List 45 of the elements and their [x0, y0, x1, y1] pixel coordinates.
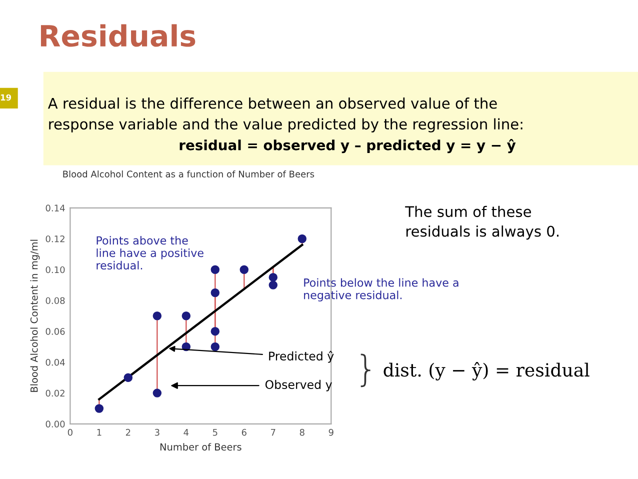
- text: The sum of these residuals is always 0.: [405, 206, 558, 240]
- x-tick-label: 8: [300, 428, 304, 436]
- chart-subtitle: Blood Alcohol Content as a function of Number of Beers: [63, 170, 314, 178]
- annotation: Observed y: [265, 380, 332, 392]
- point: [152, 388, 162, 398]
- x-tick-label: 0: [68, 428, 72, 436]
- y-axis-title: Blood Alcohol Content in mg/ml: [30, 240, 40, 392]
- y-tick-label: 0.02: [46, 390, 64, 397]
- point: [210, 342, 220, 352]
- text: residual = observed y – predicted y = y − ŷ: [180, 139, 516, 154]
- point: [210, 326, 220, 336]
- annotation: Predicted ŷ: [269, 350, 334, 363]
- x-tick-label: 7: [271, 429, 276, 436]
- point: [152, 312, 162, 320]
- y-tick-label: 0.04: [46, 358, 65, 366]
- annotation: Points above the line have a positive residual.: [96, 236, 204, 270]
- y-tick-label: 0.14: [46, 204, 65, 212]
- text: }: [360, 354, 370, 388]
- annotation: Points below the line have a negative residual.: [304, 278, 458, 302]
- point: [210, 288, 220, 298]
- x-tick-label: 9: [328, 428, 334, 436]
- point: [210, 265, 220, 274]
- point: [124, 373, 133, 382]
- x-tick-label: 2: [126, 428, 130, 436]
- x-tick-label: 4: [184, 429, 189, 436]
- text: 19: [0, 94, 12, 101]
- point: [240, 265, 249, 274]
- point: [182, 312, 191, 320]
- x-tick-label: 1: [97, 429, 102, 436]
- point: [94, 404, 104, 413]
- x-tick-label: 3: [154, 428, 160, 436]
- text: dist. (y − ŷ) = residual: [384, 362, 590, 380]
- point: [298, 234, 306, 244]
- y-tick-label: 0.12: [46, 235, 64, 242]
- chart-title: Residuals: [40, 24, 196, 47]
- y-tick-label: 0.08: [46, 297, 65, 304]
- y-tick-label: 0.10: [46, 266, 65, 274]
- text: A residual is the difference between an observed value of the response variable and the value predicted by the regression line:: [48, 98, 522, 132]
- point: [268, 272, 278, 282]
- x-tick-label: 6: [242, 428, 246, 436]
- y-tick-label: 0.00: [46, 420, 65, 428]
- x-axis-title: Number of Beers: [160, 443, 242, 451]
- y-tick-label: 0.06: [46, 328, 65, 335]
- x-tick-label: 5: [212, 429, 218, 436]
- point: [268, 280, 278, 290]
